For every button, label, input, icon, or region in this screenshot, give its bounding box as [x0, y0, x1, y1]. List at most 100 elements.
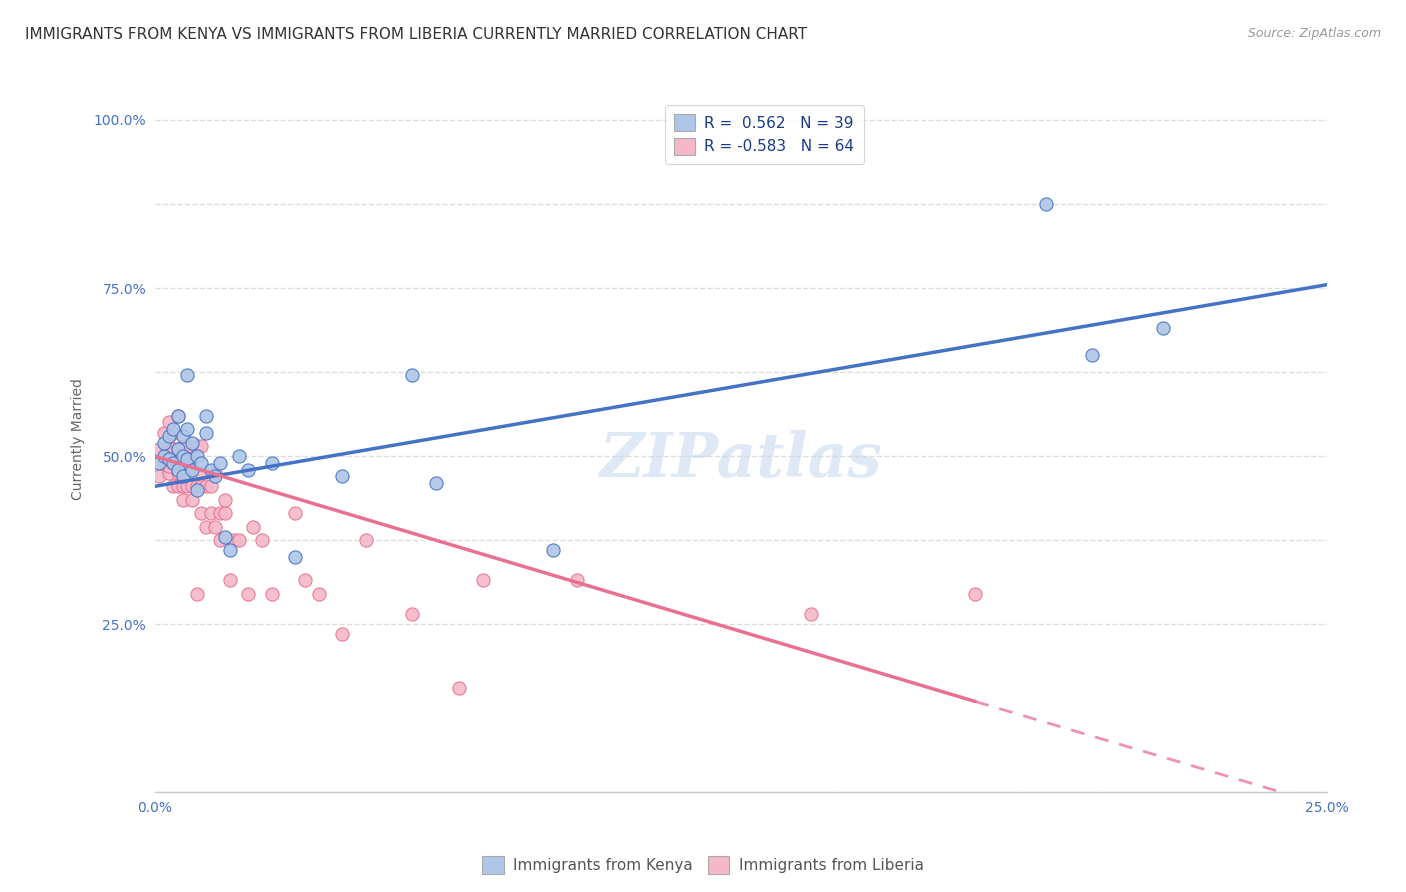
Point	[209, 506, 232, 520]
Point	[167, 479, 190, 493]
Point	[167, 462, 190, 476]
Point	[260, 587, 283, 601]
Point	[167, 442, 190, 457]
Point	[181, 462, 204, 476]
Point	[172, 449, 194, 463]
Point	[172, 439, 194, 453]
Point	[218, 543, 240, 558]
Point	[401, 607, 423, 621]
Point	[224, 533, 246, 548]
Point	[238, 587, 260, 601]
Point	[308, 587, 330, 601]
Point	[284, 506, 307, 520]
Point	[181, 452, 204, 467]
Point	[195, 425, 218, 440]
Point	[167, 409, 190, 423]
Point	[167, 466, 190, 480]
Point	[172, 429, 194, 443]
Point	[190, 456, 212, 470]
Point	[186, 439, 208, 453]
Point	[148, 442, 170, 457]
Point	[541, 543, 564, 558]
Point	[162, 479, 184, 493]
Point	[167, 462, 190, 476]
Point	[176, 466, 198, 480]
Point	[172, 492, 194, 507]
Point	[425, 475, 447, 490]
Point	[209, 533, 232, 548]
Point	[176, 452, 198, 467]
Point	[148, 469, 170, 483]
Point	[181, 492, 204, 507]
Point	[153, 435, 176, 450]
Point	[354, 533, 377, 548]
Point	[1081, 348, 1104, 362]
Point	[449, 681, 471, 695]
Point	[1035, 197, 1057, 211]
Point	[242, 519, 264, 533]
Point	[186, 449, 208, 463]
Point	[238, 462, 260, 476]
Point	[330, 627, 353, 641]
Point	[330, 469, 353, 483]
Point	[157, 416, 180, 430]
Text: Source: ZipAtlas.com: Source: ZipAtlas.com	[1247, 27, 1381, 40]
Point	[209, 456, 232, 470]
Point	[172, 466, 194, 480]
Point	[157, 429, 180, 443]
Point	[800, 607, 823, 621]
Point	[190, 466, 212, 480]
Point	[176, 368, 198, 383]
Point	[153, 456, 176, 470]
Point	[218, 574, 240, 588]
Point	[157, 466, 180, 480]
Point	[190, 479, 212, 493]
Point	[162, 425, 184, 440]
Text: IMMIGRANTS FROM KENYA VS IMMIGRANTS FROM LIBERIA CURRENTLY MARRIED CORRELATION C: IMMIGRANTS FROM KENYA VS IMMIGRANTS FROM…	[25, 27, 807, 42]
Text: ZIPatlas: ZIPatlas	[599, 431, 882, 491]
Point	[190, 439, 212, 453]
Point	[204, 469, 226, 483]
Point	[167, 442, 190, 457]
Point	[162, 422, 184, 436]
Point	[153, 449, 176, 463]
Point	[176, 439, 198, 453]
Point	[162, 456, 184, 470]
Point	[214, 492, 236, 507]
Point	[172, 469, 194, 483]
Point	[162, 442, 184, 457]
Point	[181, 479, 204, 493]
Point	[565, 574, 588, 588]
Point	[172, 479, 194, 493]
Point	[401, 368, 423, 383]
Point	[200, 462, 222, 476]
Point	[200, 479, 222, 493]
Point	[252, 533, 274, 548]
Legend: Immigrants from Kenya, Immigrants from Liberia: Immigrants from Kenya, Immigrants from L…	[477, 850, 929, 880]
Point	[1152, 321, 1174, 335]
Point	[204, 466, 226, 480]
Point	[157, 439, 180, 453]
Point	[214, 530, 236, 544]
Point	[176, 479, 198, 493]
Point	[172, 446, 194, 460]
Point	[195, 479, 218, 493]
Point	[195, 519, 218, 533]
Point	[471, 574, 494, 588]
Point	[190, 506, 212, 520]
Point	[186, 587, 208, 601]
Point	[214, 506, 236, 520]
Y-axis label: Currently Married: Currently Married	[72, 378, 86, 500]
Point	[186, 479, 208, 493]
Point	[284, 549, 307, 564]
Point	[195, 409, 218, 423]
Point	[200, 506, 222, 520]
Point	[167, 409, 190, 423]
Point	[176, 456, 198, 470]
Point	[157, 452, 180, 467]
Point	[228, 533, 250, 548]
Point	[148, 456, 170, 470]
Legend: R =  0.562   N = 39, R = -0.583   N = 64: R = 0.562 N = 39, R = -0.583 N = 64	[665, 104, 863, 164]
Point	[181, 435, 204, 450]
Point	[260, 456, 283, 470]
